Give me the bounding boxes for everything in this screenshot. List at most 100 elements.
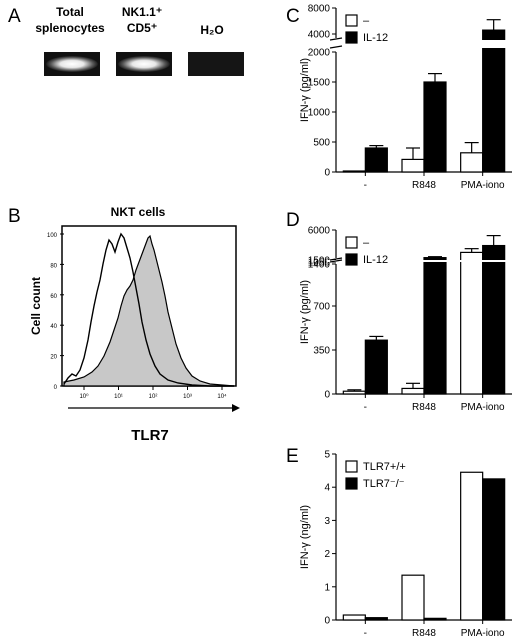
- flow-x-tick-label: 10³: [183, 394, 192, 400]
- y-tick-label: 0: [324, 616, 330, 627]
- panel-letter-a: A: [8, 6, 21, 27]
- x-tick-label: R848: [412, 628, 436, 639]
- y-axis-title: IFN-γ (ng/ml): [299, 505, 311, 569]
- legend-label: TLR7⁻/⁻: [363, 478, 405, 490]
- bar-filled: [423, 617, 447, 621]
- panel-letter-e: E: [286, 446, 299, 467]
- panel-letter-b: B: [8, 206, 21, 227]
- legend-label: –: [363, 15, 370, 27]
- flow-y-axis-title: Cell count: [29, 277, 43, 335]
- x-tick-label: PMA-iono: [461, 402, 505, 413]
- flow-y-tick-label: 40: [50, 324, 57, 330]
- bar-open: [342, 614, 366, 621]
- bar-filled: [364, 339, 388, 395]
- y-tick-label: 2000: [308, 48, 331, 59]
- legend-swatch: [345, 253, 358, 266]
- bar-filled: [423, 81, 447, 173]
- flow-x-tick-label: 10⁴: [217, 393, 227, 400]
- bar-open: [401, 574, 425, 621]
- y-tick-label: 4: [324, 483, 330, 494]
- flow-x-tick-label: 10²: [149, 394, 158, 400]
- bar-filled: [482, 244, 506, 395]
- bar-open: [401, 387, 425, 395]
- bar-open: [460, 471, 484, 621]
- bar-open: [460, 251, 484, 395]
- x-tick-label: -: [364, 402, 367, 413]
- panel-letter-d: D: [286, 210, 300, 231]
- y-tick-label: 1: [324, 582, 330, 593]
- y-axis-title: IFN-γ (pg/ml): [299, 58, 311, 122]
- gel-band-1: [46, 56, 98, 72]
- flow-y-tick-label: 60: [50, 294, 57, 300]
- chart-c: 0 500 1000 1500 2000 4000 8000 - R848 PMA-iono IFN…: [299, 4, 513, 191]
- bar-filled: [482, 29, 506, 173]
- y-tick-label: 1500: [308, 78, 331, 89]
- legend-label: IL-12: [363, 254, 388, 266]
- gel-lane-2-label-line2: CD5⁺: [127, 21, 157, 35]
- panel-letter-c: C: [286, 6, 300, 27]
- gel-band-2: [118, 56, 170, 72]
- flow-x-tick-label: 10¹: [114, 394, 123, 400]
- y-tick-label: 8000: [308, 4, 331, 15]
- y-tick-label: 6000: [308, 226, 331, 237]
- bar-open: [401, 158, 425, 173]
- axis-break-mark: [329, 257, 343, 261]
- axis-break-mark: [329, 45, 343, 49]
- x-tick-label: -: [364, 628, 367, 639]
- gel-lane-2: [116, 52, 172, 76]
- y-tick-label: 500: [313, 138, 330, 149]
- x-tick-label: -: [364, 180, 367, 191]
- gel-lane-1-label-line2: splenocytes: [35, 21, 105, 35]
- gel-lane-3-label: H₂O: [200, 23, 223, 37]
- y-tick-label: 0: [324, 390, 330, 401]
- flow-x-arrow-head: [232, 404, 240, 412]
- flow-y-tick-label: 80: [50, 263, 57, 269]
- flow-control-histogram: [63, 232, 234, 387]
- y-tick-label: 1050: [308, 258, 331, 269]
- legend-swatch: [345, 31, 358, 44]
- flow-y-tick-label: 100: [47, 233, 58, 239]
- flow-y-tick-label: 0: [54, 385, 58, 391]
- y-tick-label: 2: [324, 549, 330, 560]
- chart-e: 0 1 2 3 4 5 - R848 PMA-iono IFN-γ (ng/ml) TLR7+/+ T…: [299, 450, 512, 639]
- flow-y-tick-label: 20: [50, 355, 57, 361]
- y-tick-label: 350: [313, 346, 330, 357]
- gel-lane-1: [44, 52, 100, 76]
- bar-filled: [364, 617, 388, 621]
- flow-title: NKT cells: [111, 205, 166, 219]
- y-tick-label: 1500: [308, 256, 331, 267]
- bar-filled: [482, 478, 506, 621]
- axis-break-gap: [327, 40, 513, 48]
- bar-open: [460, 152, 484, 173]
- flow-histogram: [61, 225, 237, 387]
- y-tick-label: 5: [324, 450, 330, 461]
- bar-open: [342, 390, 366, 395]
- gel-lane-1-label-line1: Total: [56, 5, 84, 19]
- gel-lane-2-label-line1: NK1.1⁺: [122, 5, 162, 19]
- x-tick-label: R848: [412, 180, 436, 191]
- y-tick-label: 1400: [308, 260, 331, 271]
- flow-x-tick-label: 10⁰: [79, 393, 89, 400]
- y-tick-label: 3: [324, 516, 330, 527]
- legend-swatch: [345, 460, 358, 473]
- y-tick-label: 0: [324, 168, 330, 179]
- legend-label: IL-12: [363, 32, 388, 44]
- x-tick-label: PMA-iono: [461, 180, 505, 191]
- legend-label: –: [363, 237, 370, 249]
- bar-filled: [364, 147, 388, 173]
- bar-filled: [423, 257, 447, 395]
- gel-lane-3: [188, 52, 244, 76]
- flow-x-axis-title: TLR7: [131, 427, 169, 444]
- axis-break-mark: [329, 37, 343, 41]
- x-tick-label: R848: [412, 402, 436, 413]
- legend-swatch: [345, 236, 358, 249]
- axis-break-mark: [329, 259, 343, 263]
- flow-tlr7-stained-histogram: [63, 234, 235, 387]
- legend-label: TLR7+/+: [363, 461, 406, 473]
- y-tick-label: 4000: [308, 30, 331, 41]
- legend-swatch: [345, 14, 358, 27]
- y-tick-label: 700: [313, 302, 330, 313]
- x-tick-label: PMA-iono: [461, 628, 505, 639]
